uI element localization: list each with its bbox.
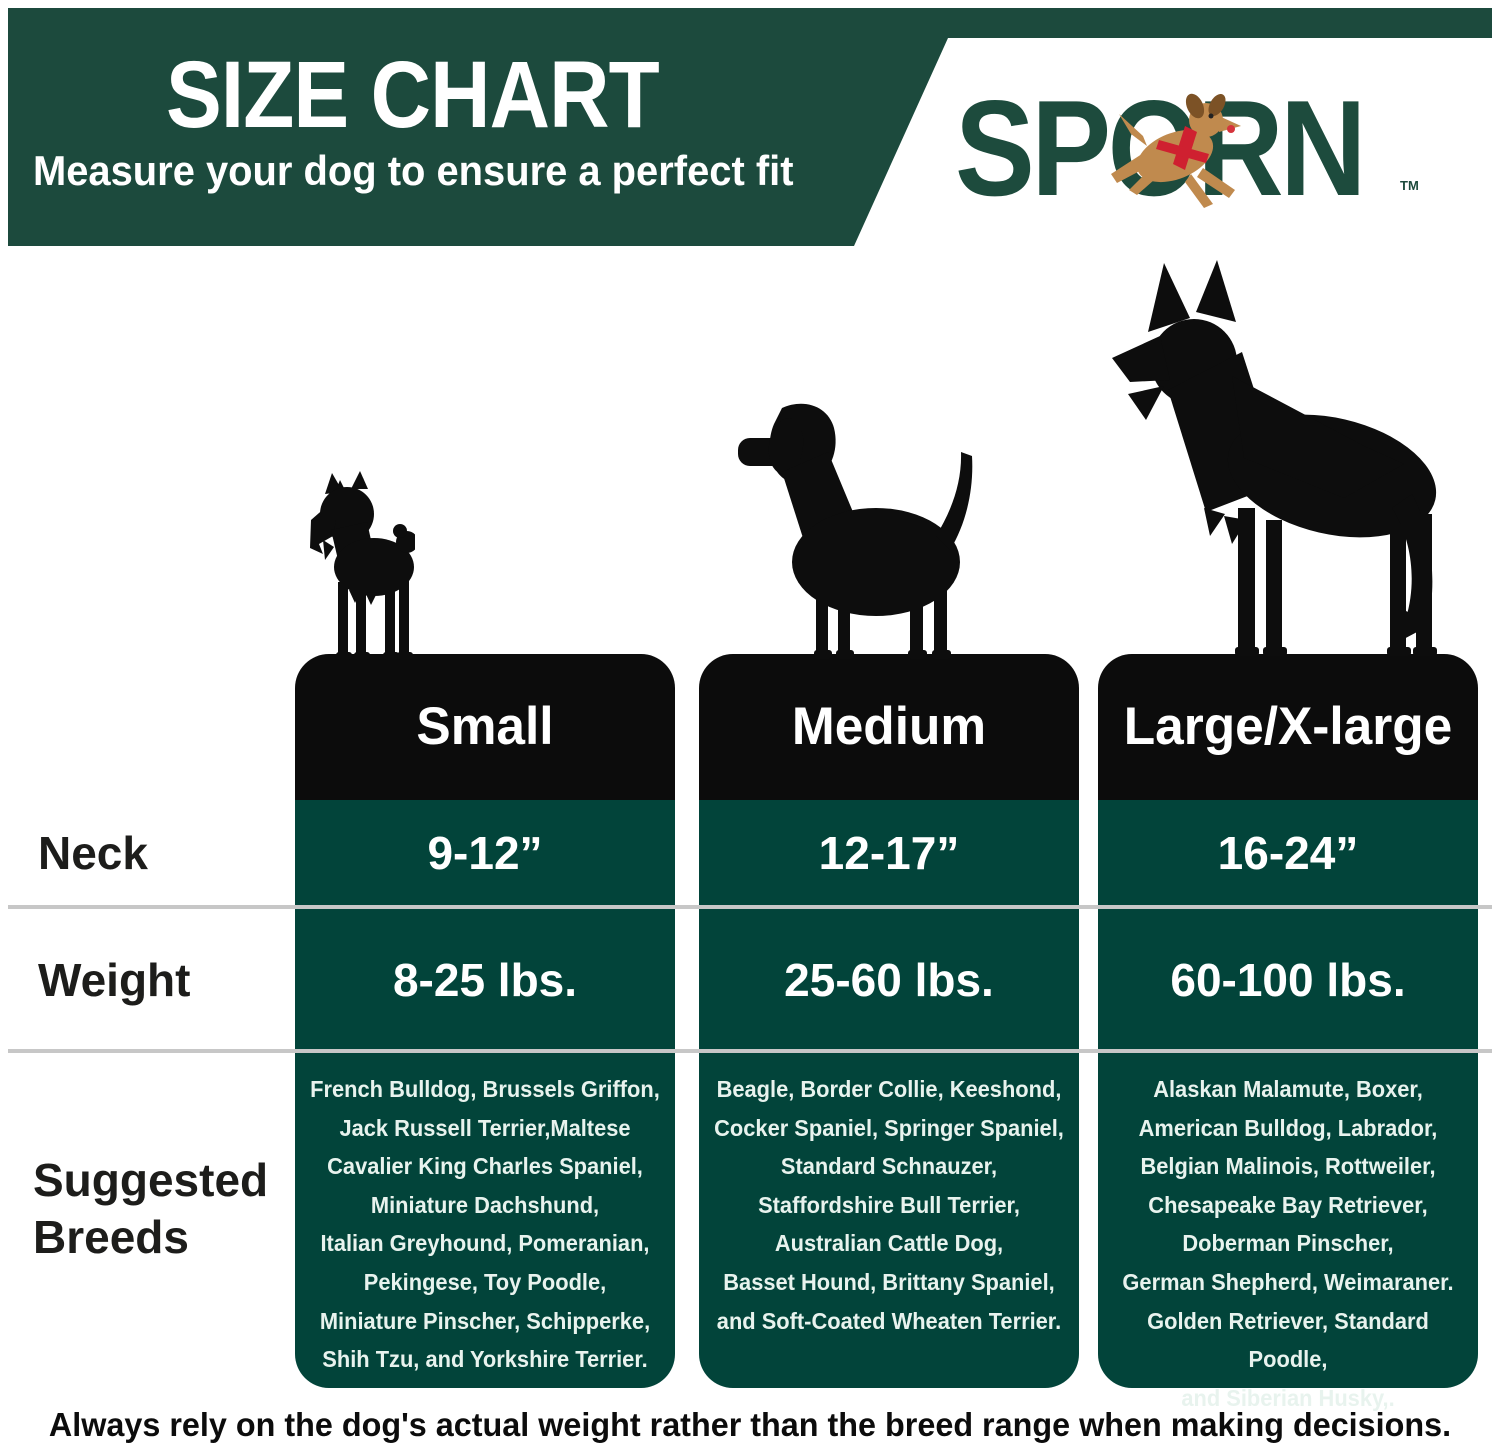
large-breeds-list: Alaskan Malamute, Boxer, American Bulldo… (1122, 1076, 1454, 1411)
column-large-label: Large/X-large (1123, 697, 1453, 756)
row-divider-weight-breeds (8, 1049, 1492, 1053)
column-large-header: Large/X-large (1098, 654, 1478, 800)
row-label-suggested-breeds: Suggested Breeds (33, 1154, 269, 1263)
small-dog-silhouette (310, 471, 415, 660)
small-breeds-list: French Bulldog, Brussels Griffon, Jack R… (310, 1076, 660, 1373)
column-large-body (1098, 800, 1478, 1388)
column-small-label: Small (416, 697, 554, 756)
column-small-body (295, 800, 675, 1388)
column-medium-header: Medium (699, 654, 1079, 800)
column-small-header: Small (295, 654, 675, 800)
page-subtitle: Measure your dog to ensure a perfect fit (33, 147, 794, 194)
large-dog-silhouette (1112, 260, 1437, 656)
row-label-weight: Weight (38, 954, 191, 1006)
medium-neck-value: 12-17” (818, 827, 960, 879)
medium-breeds-list: Beagle, Border Collie, Keeshond, Cocker … (714, 1076, 1064, 1334)
trademark-symbol: TM (1400, 178, 1419, 193)
row-divider-neck-weight (8, 905, 1492, 909)
small-neck-value: 9-12” (427, 827, 543, 879)
large-weight-value: 60-100 lbs. (1170, 954, 1406, 1006)
column-medium-body (699, 800, 1079, 1388)
footer-note: Always rely on the dog's actual weight r… (48, 1406, 1452, 1443)
medium-dog-silhouette (738, 403, 973, 659)
medium-weight-value: 25-60 lbs. (784, 954, 994, 1006)
jumping-dog-logo-icon (1111, 93, 1241, 208)
page-title: SIZE CHART (166, 42, 660, 148)
header-banner (8, 8, 1492, 246)
row-label-neck: Neck (38, 827, 148, 879)
column-medium-label: Medium (791, 697, 987, 756)
small-weight-value: 8-25 lbs. (392, 954, 578, 1006)
large-neck-value: 16-24” (1217, 827, 1359, 879)
